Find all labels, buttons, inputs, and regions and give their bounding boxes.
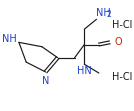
Text: 2: 2 bbox=[106, 10, 111, 19]
Text: N: N bbox=[42, 76, 49, 86]
Text: H-Cl: H-Cl bbox=[112, 72, 132, 82]
Text: HN: HN bbox=[77, 66, 92, 76]
Text: NH: NH bbox=[96, 8, 111, 18]
Text: O: O bbox=[115, 37, 122, 47]
Text: H-Cl: H-Cl bbox=[112, 20, 132, 30]
Text: NH: NH bbox=[2, 34, 16, 44]
